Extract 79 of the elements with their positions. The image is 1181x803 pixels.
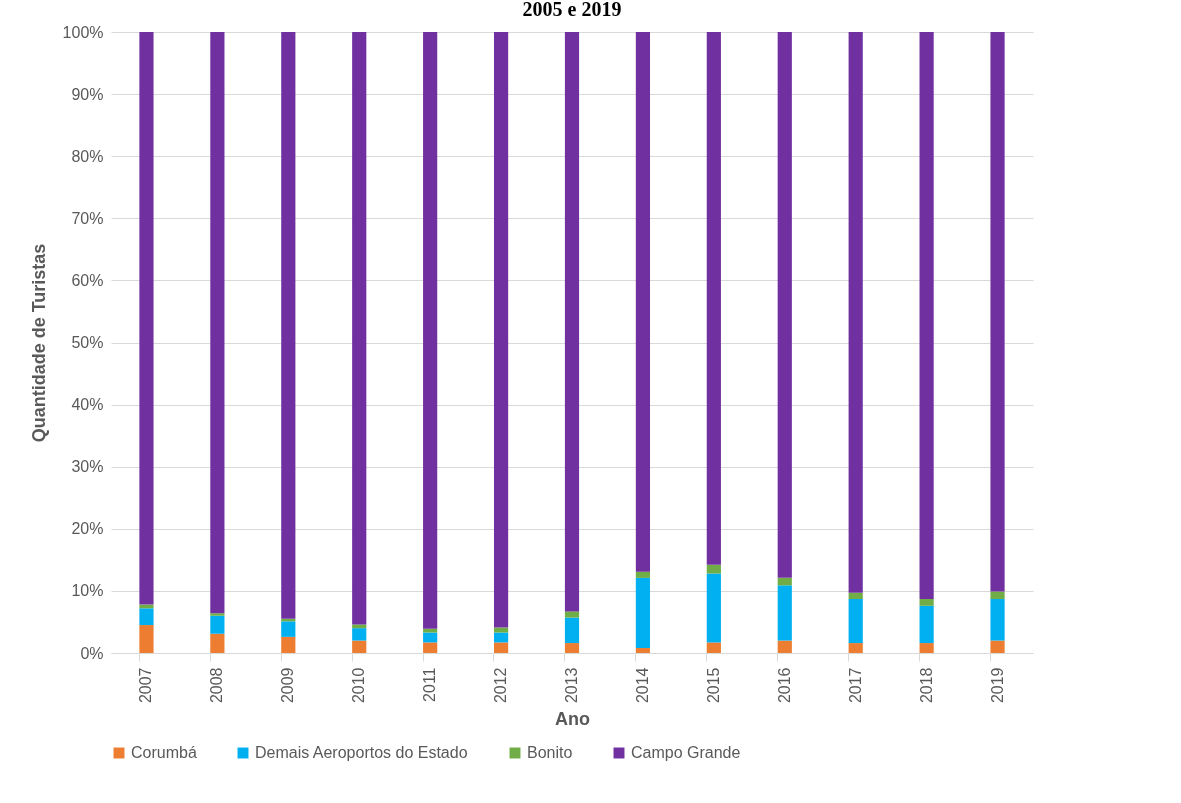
x-tick-label: 2009: [279, 667, 297, 704]
y-tick-label: 80%: [71, 147, 104, 165]
x-tick-label: 2015: [704, 667, 722, 704]
bar: [990, 32, 1005, 592]
bar: [281, 32, 296, 619]
bar: [281, 636, 296, 653]
bar: [848, 643, 863, 653]
bar: [564, 643, 580, 653]
bar: [635, 648, 651, 653]
x-tick-label: 2019: [988, 667, 1006, 704]
x-tick-label: 2010: [350, 667, 368, 704]
bar: [493, 627, 509, 633]
y-tick-label: 10%: [71, 582, 104, 600]
y-tick-label: 0%: [80, 644, 104, 662]
x-tick-label: 2012: [492, 667, 510, 704]
bar: [919, 605, 934, 644]
bar: [635, 571, 651, 578]
x-tick-label: 2011: [421, 667, 439, 702]
bar: [706, 32, 721, 565]
bar: [706, 573, 721, 643]
y-tick-label: 20%: [71, 520, 104, 538]
bar: [352, 640, 367, 653]
y-tick-label: 100%: [62, 23, 104, 41]
bar: [423, 628, 438, 633]
bar: [564, 32, 580, 612]
bar: [564, 611, 580, 618]
bar: [493, 32, 509, 628]
bar: [635, 32, 651, 572]
legend-label: Campo Grande: [631, 744, 741, 761]
x-axis-title: Ano: [555, 709, 590, 730]
bar: [990, 640, 1005, 653]
bar: [210, 615, 225, 634]
x-tick-label: 2018: [917, 667, 935, 704]
bar: [919, 598, 934, 606]
bar: [777, 577, 792, 586]
legend-label: Bonito: [527, 744, 573, 761]
y-tick-label: 50%: [71, 334, 104, 351]
y-tick-label: 70%: [71, 209, 104, 227]
legend-label: Corumbá: [131, 744, 197, 761]
bar: [990, 591, 1005, 599]
legend-label: Demais Aeroportos do Estado: [255, 744, 468, 761]
bar: [281, 621, 296, 637]
y-tick-label: 40%: [71, 396, 104, 414]
bar: [706, 564, 721, 574]
y-tick-label: 60%: [71, 271, 104, 289]
bar: [139, 32, 154, 605]
bar: [919, 32, 934, 599]
x-tick-label: 2014: [633, 667, 651, 704]
chart-title: 2005 e 2019: [522, 0, 622, 20]
bar: [210, 633, 225, 653]
bar: [848, 598, 863, 644]
bar: [493, 642, 509, 653]
x-tick-label: 2017: [846, 667, 864, 704]
bar: [210, 613, 225, 616]
bar: [423, 32, 438, 629]
bar: [777, 32, 792, 578]
bar: [706, 642, 721, 653]
bar: [352, 628, 367, 641]
y-tick-label: 30%: [71, 458, 104, 476]
bar: [919, 643, 934, 653]
y-axis-title: Quantidade de Turistas: [28, 243, 49, 443]
x-tick-label: 2016: [775, 667, 793, 704]
bar: [777, 640, 792, 653]
bar: [990, 598, 1005, 641]
bar: [139, 608, 154, 626]
bar: [777, 585, 792, 641]
x-tick-label: 2007: [137, 667, 155, 704]
bar: [564, 617, 580, 644]
bar: [848, 32, 863, 593]
bar: [139, 625, 154, 653]
bar: [635, 577, 651, 649]
bar: [848, 592, 863, 599]
bar: [210, 32, 225, 614]
bar: [352, 32, 367, 625]
bar: [352, 624, 367, 629]
x-tick-label: 2008: [208, 667, 226, 704]
x-tick-label: 2013: [563, 667, 580, 704]
y-tick-label: 90%: [71, 85, 104, 103]
bar: [423, 642, 438, 653]
